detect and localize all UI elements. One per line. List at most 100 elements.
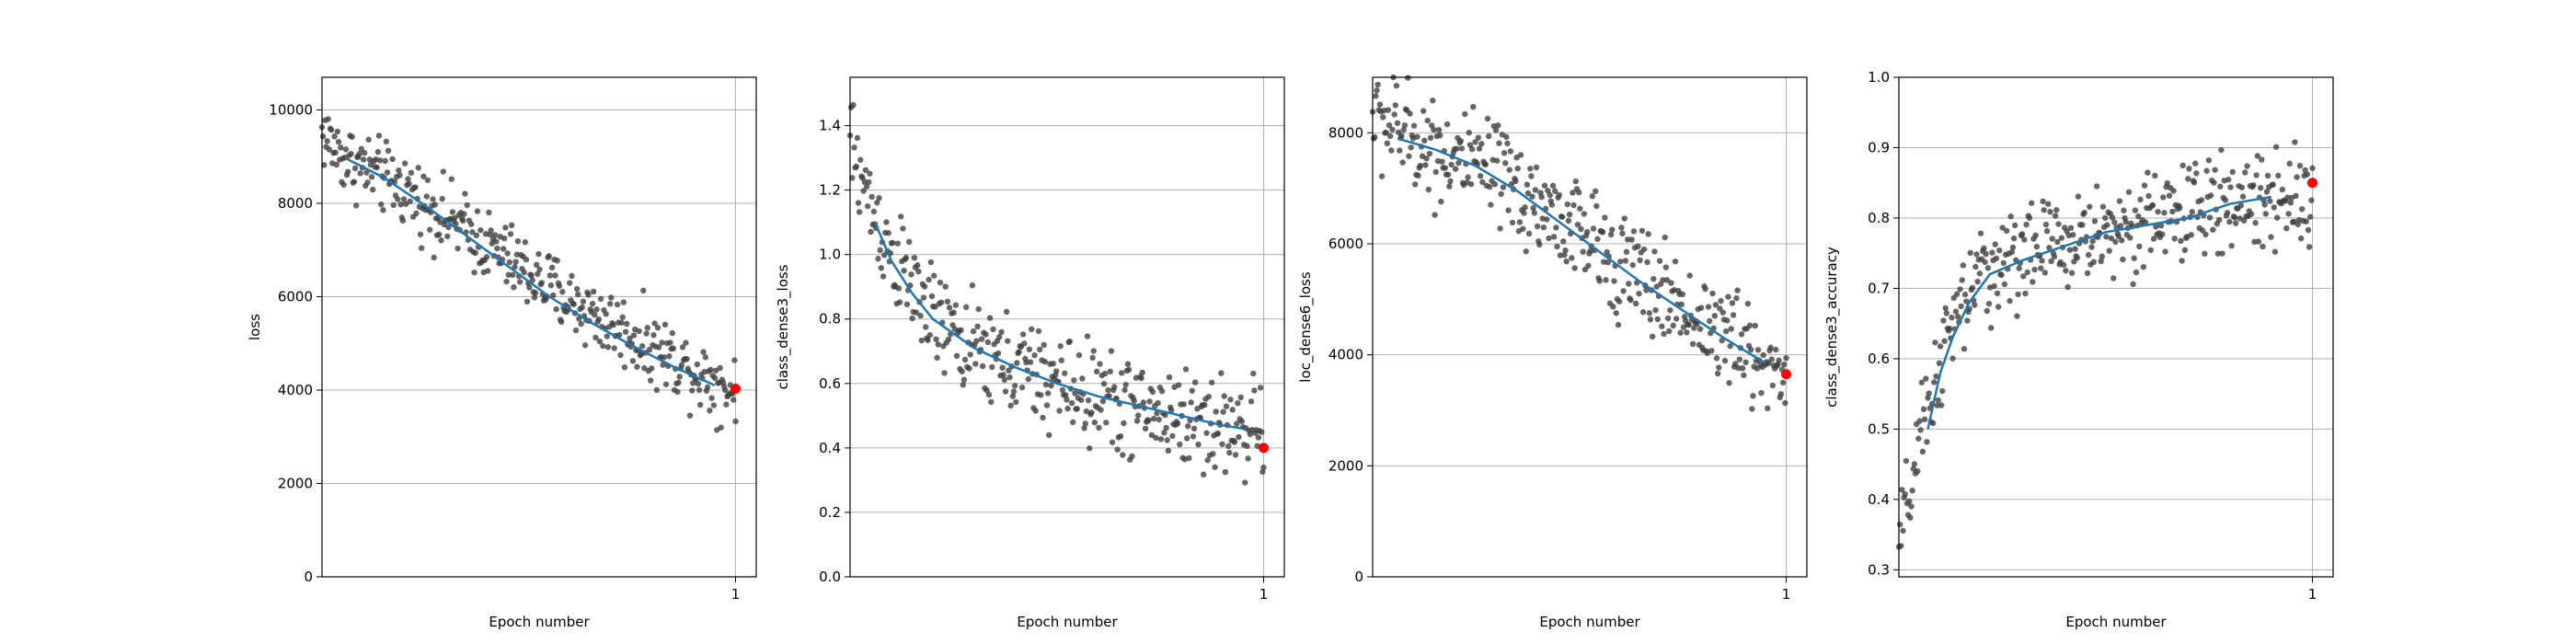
data-point [1758, 389, 1765, 397]
data-point [1684, 329, 1690, 336]
data-point [1492, 127, 1500, 133]
data-point [1767, 344, 1774, 351]
data-point [1955, 314, 1961, 320]
data-point [1229, 407, 1236, 413]
data-point [1031, 351, 1038, 359]
data-point [2292, 139, 2298, 145]
data-point [1210, 451, 1216, 457]
data-point [1777, 391, 1785, 397]
data-point [1212, 464, 1218, 470]
data-point [554, 258, 560, 264]
data-point [1063, 392, 1069, 398]
data-point [717, 364, 723, 372]
data-point [502, 224, 509, 231]
data-point [1378, 173, 1386, 179]
data-point [1242, 479, 1248, 486]
data-point [914, 262, 921, 269]
data-point [1448, 161, 1455, 168]
data-point [651, 320, 658, 327]
data-point [1485, 132, 1492, 140]
data-point [894, 240, 902, 247]
data-point [1706, 317, 1713, 325]
data-point [1639, 309, 1647, 316]
data-point [1517, 152, 1524, 158]
y-tick-label: 6000 [278, 289, 313, 305]
data-point [399, 217, 407, 224]
data-point [730, 397, 737, 403]
data-point [2164, 179, 2170, 187]
data-point [1604, 259, 1611, 266]
data-point [1383, 129, 1389, 136]
data-point [1549, 182, 1557, 190]
data-point [669, 329, 675, 337]
data-point [600, 342, 606, 350]
data-point [1717, 305, 1723, 312]
data-point [2261, 201, 2268, 208]
data-point [1101, 370, 1109, 377]
data-point [988, 398, 995, 406]
data-point [1027, 359, 1034, 365]
data-point [2038, 265, 2044, 271]
data-point [2150, 236, 2157, 242]
data-point [1898, 543, 1904, 549]
data-point [1491, 181, 1499, 188]
data-point [707, 408, 713, 414]
data-point [526, 284, 533, 291]
data-point [1011, 383, 1018, 389]
data-point [1202, 401, 1208, 408]
data-point [1454, 145, 1460, 152]
data-point [1522, 204, 1528, 211]
data-point [880, 273, 887, 280]
y-tick-label: 0.4 [1868, 491, 1890, 508]
data-point [1708, 348, 1715, 354]
data-point [2297, 235, 2305, 242]
data-point [650, 332, 657, 339]
data-point [604, 344, 612, 351]
data-point [868, 228, 874, 236]
data-point [1619, 230, 1626, 236]
data-point [1983, 250, 1989, 258]
axes-frame [1372, 76, 1808, 578]
data-point [1534, 223, 1541, 230]
data-point [408, 169, 415, 177]
data-point [2179, 162, 2186, 169]
data-point [1257, 385, 1264, 391]
data-point [1222, 468, 1229, 476]
data-point [1129, 453, 1135, 460]
data-point [523, 256, 530, 263]
data-point [850, 101, 857, 109]
data-point [1628, 236, 1635, 243]
data-point [1926, 390, 1932, 397]
data-point [1158, 387, 1166, 395]
data-point [1006, 374, 1013, 381]
data-point [2007, 213, 2014, 220]
data-point [1561, 251, 1568, 259]
data-point [1388, 147, 1395, 154]
data-point [1604, 248, 1610, 256]
data-point [1779, 379, 1787, 386]
data-point [368, 174, 375, 180]
data-point [508, 222, 515, 229]
data-point [1177, 441, 1183, 448]
data-point [1118, 370, 1125, 376]
data-point [2109, 214, 2116, 221]
data-point [1503, 133, 1510, 141]
data-point [590, 288, 597, 295]
data-point [643, 330, 650, 337]
data-point [1974, 278, 1981, 285]
data-point [874, 200, 880, 206]
data-point [2296, 162, 2304, 169]
data-point [934, 354, 940, 362]
data-point [2279, 186, 2286, 193]
data-point [1570, 201, 1577, 209]
data-point [417, 231, 424, 237]
y-axis-label: loc_dense6_loss [1297, 271, 1315, 383]
data-point [504, 250, 511, 257]
data-point [1744, 300, 1752, 307]
data-point [1973, 251, 1980, 258]
data-point [1740, 365, 1746, 372]
data-point [2112, 238, 2119, 246]
data-point [1953, 291, 1961, 297]
data-point [1668, 280, 1674, 286]
data-point [966, 365, 972, 372]
